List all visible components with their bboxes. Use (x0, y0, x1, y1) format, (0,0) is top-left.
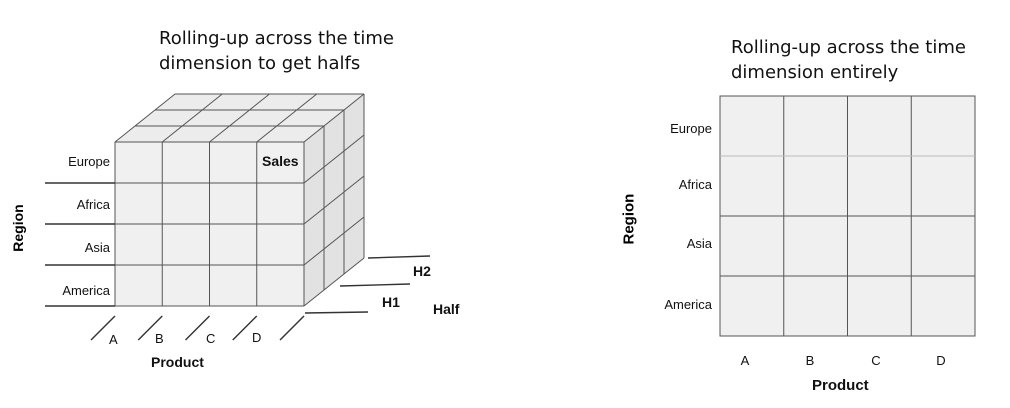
flat-region-europe: Europe (670, 121, 712, 136)
product-label-d: D (252, 330, 262, 345)
flat-region-africa: Africa (678, 177, 712, 192)
flat-product-c: C (871, 353, 881, 368)
half-label-h1: H1 (382, 294, 400, 310)
flat-region-asia: Asia (686, 236, 712, 251)
cube-top-depth-line (114, 93, 176, 143)
region-label-asia: Asia (84, 240, 110, 255)
depth-axis-title: Half (433, 301, 460, 317)
flat-product-d: D (936, 353, 946, 368)
cube-side-depth-line (303, 134, 365, 184)
product-axis-tick (185, 315, 210, 341)
right-caption: Rolling-up across the time dimension ent… (731, 37, 966, 83)
product-label-b: B (155, 331, 164, 346)
flat-product-b: B (805, 353, 815, 368)
product-axis-tick (137, 315, 163, 341)
half-leader-h2 (367, 255, 431, 259)
product-axis-tick (232, 315, 258, 341)
product-axis-tick (90, 315, 116, 341)
cube-top-depth-line (161, 93, 223, 143)
product-label-c: C (206, 331, 216, 346)
flat-product-a: A (740, 353, 750, 368)
cube-side-depth-line (303, 257, 365, 307)
flat-region-america: America (664, 297, 712, 312)
region-label-africa: Africa (76, 197, 110, 212)
half-leader-h2-inner (339, 283, 411, 287)
product-axis-tick (279, 315, 305, 341)
left-caption: Rolling-up across the time dimension to … (159, 28, 394, 74)
region-label-europe: Europe (68, 154, 110, 169)
cube-side-depth-line (303, 216, 365, 266)
region-label-america: America (62, 283, 110, 298)
x-axis-title-right: Product (812, 377, 869, 394)
product-label-a: A (109, 332, 118, 347)
half-leader-h1 (304, 311, 369, 314)
cube-top-depth-line (303, 93, 365, 143)
cube-top-depth-line (209, 93, 270, 143)
sales-label: Sales (262, 153, 299, 169)
cube-side-depth-line (303, 175, 365, 225)
cube-top-depth-line (256, 93, 318, 143)
half-label-h2: H2 (413, 263, 431, 279)
x-axis-title-left: Product (151, 354, 204, 370)
y-axis-title-right: Region (620, 193, 638, 245)
